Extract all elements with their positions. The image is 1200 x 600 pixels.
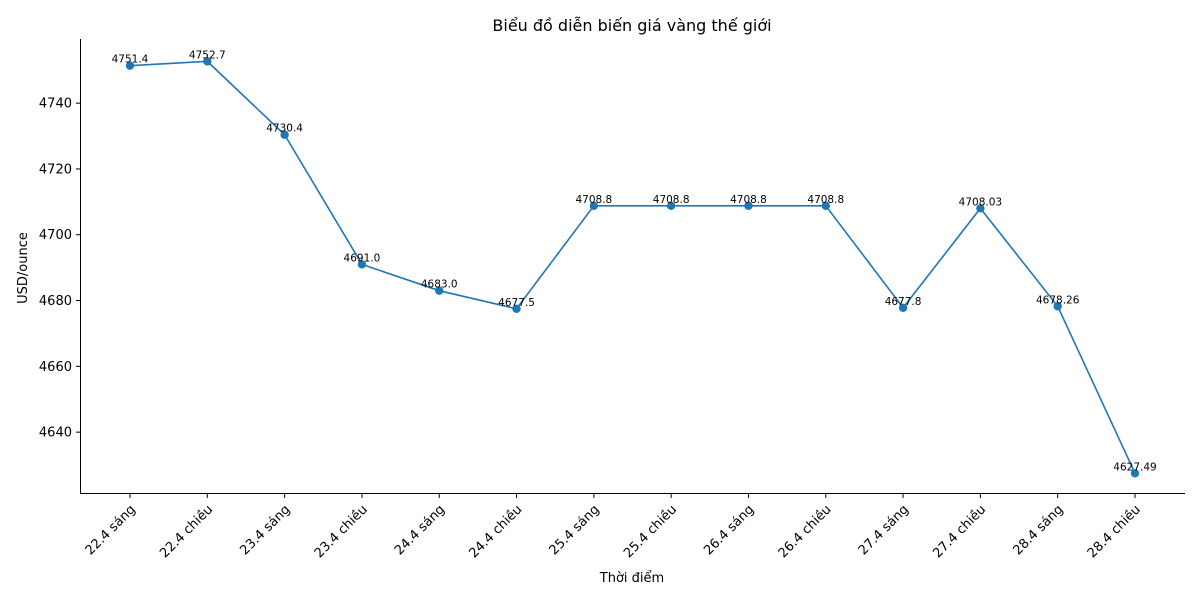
- data-point-marker: [357, 260, 367, 269]
- data-point-label: 4751.4: [112, 54, 149, 66]
- data-point-label: 4708.8: [575, 194, 612, 206]
- x-tick-label: 24.4 chiều: [466, 502, 525, 561]
- chart-title: Biểu đồ diễn biến giá vàng thế giới: [492, 16, 771, 35]
- data-point-marker: [435, 286, 444, 295]
- data-point-label: 4708.8: [653, 194, 690, 206]
- data-point-marker: [589, 201, 599, 210]
- data-point-label: 4708.8: [730, 194, 767, 206]
- x-tick-label: 27.4 chiều: [930, 502, 989, 561]
- x-tick-label: 26.4 sáng: [701, 502, 757, 558]
- y-axis-ticks: 4640 4660 4680 4700 4720 4740: [39, 97, 80, 441]
- data-point-label: 4708.8: [807, 194, 844, 206]
- x-tick-label: 25.4 chiều: [621, 502, 680, 561]
- data-point-marker: [1053, 302, 1062, 311]
- x-tick-label: 22.4 chiều: [157, 502, 216, 561]
- data-point-label: 4677.8: [885, 296, 922, 308]
- data-point-label: 4752.7: [189, 49, 226, 61]
- x-tick-label: 26.4 chiều: [776, 502, 835, 561]
- y-tick-label: 4660: [39, 360, 72, 375]
- data-point-marker: [821, 201, 830, 210]
- y-axis-label: USD/ounce: [16, 232, 31, 304]
- x-tick-label: 27.4 sáng: [856, 502, 912, 558]
- x-tick-label: 25.4 sáng: [547, 502, 603, 558]
- x-tick-label: 23.4 chiều: [312, 502, 371, 561]
- data-point-label: 4691.0: [344, 252, 381, 264]
- price-line: [129, 60, 1136, 474]
- y-tick-label: 4740: [39, 97, 72, 112]
- data-point-marker: [512, 304, 521, 313]
- data-point-label: 4678.26: [1036, 294, 1080, 306]
- data-point-marker: [666, 201, 676, 210]
- data-point-marker: [898, 303, 908, 312]
- y-tick-label: 4700: [39, 228, 72, 243]
- x-axis-ticks: 22.4 sáng 22.4 chiều 23.4 sáng 23.4 chiều 24…: [83, 494, 1144, 561]
- y-tick-label: 4680: [39, 294, 72, 309]
- data-point-marker: [203, 57, 212, 66]
- y-tick-label: 4640: [39, 426, 72, 441]
- data-point-label: 4730.4: [266, 123, 303, 135]
- x-axis-label: Thời điểm: [599, 571, 664, 586]
- data-point-marker: [1130, 469, 1140, 478]
- x-tick-label: 28.4 chiều: [1085, 502, 1144, 561]
- data-point-marker: [976, 204, 985, 213]
- data-point-marker: [125, 61, 135, 70]
- data-point-label: 4708.03: [959, 196, 1002, 208]
- y-tick-label: 4720: [39, 162, 72, 177]
- data-point-label: 4677.5: [498, 297, 535, 309]
- plot-area: 4751.4 4752.7 4730.4 4691.0 4683.0 4677.5 4708…: [112, 49, 1157, 478]
- data-point-label: 4627.49: [1113, 461, 1156, 473]
- x-tick-label: 28.4 sáng: [1010, 502, 1066, 558]
- x-tick-label: 22.4 sáng: [83, 502, 139, 558]
- data-point-marker: [280, 130, 289, 139]
- x-tick-label: 23.4 sáng: [237, 502, 293, 558]
- x-tick-label: 24.4 sáng: [392, 502, 448, 558]
- data-point-marker: [744, 201, 753, 210]
- data-point-label: 4683.0: [421, 279, 458, 291]
